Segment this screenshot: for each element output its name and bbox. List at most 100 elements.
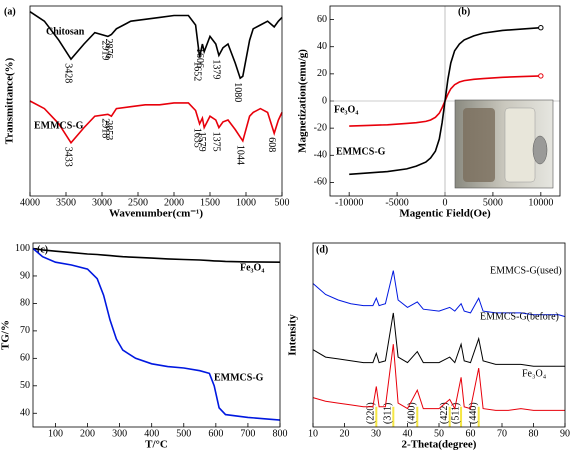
series-label: Fe₃O₄ bbox=[522, 368, 547, 379]
panel-label: (a) bbox=[4, 6, 16, 17]
y-axis-label: Magnetization(emu/g) bbox=[297, 49, 309, 153]
data-line bbox=[349, 26, 541, 176]
reference-peak bbox=[416, 406, 419, 427]
peak-annotation: 3428 bbox=[63, 63, 74, 83]
x-tick-label: 10 bbox=[308, 428, 318, 439]
x-tick-label: -5000 bbox=[385, 197, 408, 208]
peak-annotation: 1375 bbox=[211, 132, 222, 152]
data-line bbox=[29, 100, 283, 145]
series-label: Chitosan bbox=[46, 26, 85, 37]
x-tick-label: 1500 bbox=[200, 197, 220, 208]
peak-label: (440) bbox=[468, 402, 479, 424]
y-axis-label: Transmittance(%) bbox=[4, 57, 16, 144]
y-tick-label: 40 bbox=[317, 41, 327, 52]
reference-peak bbox=[375, 406, 378, 427]
x-tick-label: 30 bbox=[371, 428, 381, 439]
series-label: EMMCS-G(before) bbox=[480, 311, 559, 322]
x-tick-label: 90 bbox=[560, 428, 570, 439]
peak-label: (220) bbox=[366, 402, 377, 424]
y-tick-label: 0 bbox=[322, 95, 327, 106]
inset-photo bbox=[454, 99, 554, 189]
y-tick-label: 100 bbox=[15, 243, 30, 254]
y-tick-label: 50 bbox=[20, 380, 30, 391]
x-tick-label: 2500 bbox=[128, 197, 148, 208]
data-line bbox=[312, 312, 565, 367]
x-tick-label: 80 bbox=[529, 428, 539, 439]
y-tick-label: -40 bbox=[314, 150, 327, 161]
series-label: EMMCS-G bbox=[214, 372, 264, 383]
x-tick-label: 800 bbox=[273, 428, 288, 439]
peak-annotation: 1579 bbox=[196, 132, 207, 152]
peak-label: (422) bbox=[439, 402, 450, 424]
panel-label: (b) bbox=[458, 6, 470, 17]
y-tick-label: -20 bbox=[314, 122, 327, 133]
peak-label: (511) bbox=[450, 403, 461, 424]
plot-frame bbox=[32, 242, 281, 428]
x-tick-label: 10000 bbox=[528, 197, 553, 208]
plot-frame bbox=[312, 242, 566, 428]
y-tick-label: 40 bbox=[20, 408, 30, 419]
y-tick-label: 20 bbox=[317, 68, 327, 79]
peak-label: (400) bbox=[407, 402, 418, 424]
y-tick-label: -60 bbox=[314, 177, 327, 188]
x-tick-label: 500 bbox=[275, 197, 290, 208]
peak-annotation: 608 bbox=[266, 137, 277, 152]
x-axis-label: Magentic Field(Oe) bbox=[399, 208, 491, 220]
x-tick-label: 60 bbox=[466, 428, 476, 439]
x-tick-label: 40 bbox=[403, 428, 413, 439]
series-label: EMMCS-G(used) bbox=[490, 265, 562, 276]
x-tick-label: 600 bbox=[208, 428, 223, 439]
peak-label: (311) bbox=[383, 403, 394, 424]
x-tick-label: 50 bbox=[434, 428, 444, 439]
reference-peak bbox=[392, 406, 395, 427]
x-tick-label: 3000 bbox=[92, 197, 112, 208]
x-tick-label: 1000 bbox=[236, 197, 256, 208]
peak-annotation: 1044 bbox=[235, 145, 246, 165]
x-tick-label: 2000 bbox=[164, 197, 184, 208]
peak-annotation: 2853 bbox=[103, 120, 114, 140]
panel-label: (d) bbox=[316, 244, 328, 255]
y-tick-label: 70 bbox=[20, 325, 30, 336]
x-tick-label: 200 bbox=[80, 428, 95, 439]
y-axis-label: Intensity bbox=[287, 314, 299, 356]
x-tick-label: 500 bbox=[176, 428, 191, 439]
x-tick-label: 300 bbox=[112, 428, 127, 439]
reference-peak bbox=[460, 406, 463, 427]
peak-annotation: 1379 bbox=[211, 59, 222, 79]
x-tick-label: -10000 bbox=[335, 197, 363, 208]
data-line bbox=[312, 270, 566, 318]
x-tick-label: 4000 bbox=[20, 197, 40, 208]
peak-annotation: 1080 bbox=[232, 82, 243, 102]
plot-frame bbox=[29, 5, 283, 197]
series-label: Fe₃O₄ bbox=[240, 262, 264, 273]
peak-annotation: 2918 bbox=[100, 118, 111, 138]
peak-annotation: 3433 bbox=[63, 147, 74, 167]
y-tick-label: 60 bbox=[20, 353, 30, 364]
x-tick-label: 700 bbox=[240, 428, 255, 439]
x-tick-label: 70 bbox=[497, 428, 507, 439]
y-tick-label: 90 bbox=[20, 270, 30, 281]
series-label: EMMCS-G bbox=[34, 120, 84, 131]
x-tick-label: 400 bbox=[144, 428, 159, 439]
reference-peak bbox=[448, 406, 451, 427]
peak-annotation: 1635 bbox=[191, 128, 202, 148]
x-tick-label: 0 bbox=[443, 197, 448, 208]
peak-annotation: 2876 bbox=[103, 39, 114, 59]
peak-annotation: 1606 bbox=[194, 48, 205, 68]
x-axis-label: Wavenumber(cm⁻¹) bbox=[109, 208, 203, 220]
data-line bbox=[312, 344, 565, 411]
data-line bbox=[32, 247, 281, 421]
y-tick-label: 80 bbox=[20, 298, 30, 309]
y-tick-label: 60 bbox=[317, 14, 327, 25]
series-label: Fe₃O₄ bbox=[334, 104, 358, 115]
x-tick-label: 100 bbox=[48, 428, 63, 439]
plot-frame bbox=[329, 5, 561, 197]
x-axis-label: 2-Theta(degree) bbox=[402, 439, 477, 451]
y-axis-label: TG/% bbox=[0, 320, 12, 350]
end-marker bbox=[538, 73, 544, 79]
peak-annotation: 1652 bbox=[191, 61, 202, 81]
x-tick-label: 3500 bbox=[56, 197, 76, 208]
series-label: EMMCS-G bbox=[336, 146, 386, 157]
peak-annotation: 2919 bbox=[100, 40, 111, 60]
